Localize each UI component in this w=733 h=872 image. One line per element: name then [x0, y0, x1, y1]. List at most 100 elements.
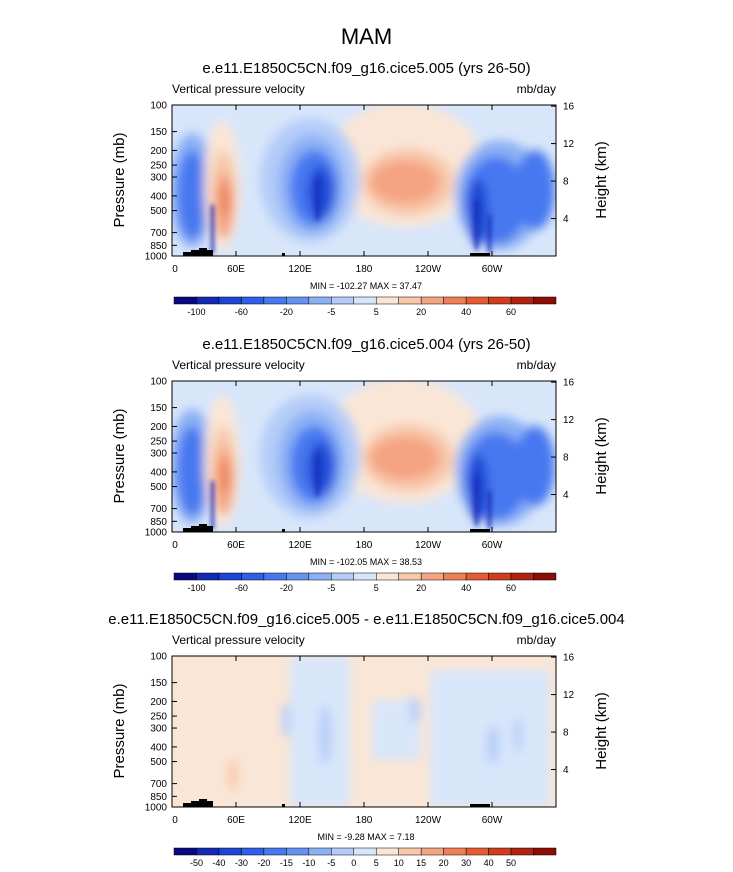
- colorbar-swatch: [443, 572, 467, 581]
- panel-1-field: [172, 105, 556, 256]
- colorbar-swatch: [510, 296, 534, 305]
- panel-1-stats: MIN = -102.27 MAX = 37.47: [310, 281, 422, 291]
- colorbar-swatch: [263, 572, 287, 581]
- colorbar-swatch: [465, 296, 489, 305]
- y-tick-label: 100: [150, 652, 167, 663]
- panel-1-colorbar: -100 -60 -20 -5 5 20 40 60: [173, 296, 557, 317]
- x-tick-label: 120E: [288, 815, 312, 826]
- y2-tick-label: 4: [563, 765, 569, 776]
- y-tick-label: 150: [150, 403, 167, 414]
- colorbar-swatch: [398, 572, 422, 581]
- colorbar-label: -30: [235, 858, 248, 868]
- colorbar-swatch: [196, 296, 220, 305]
- panel-1-units-label: mb/day: [517, 82, 556, 96]
- colorbar-swatch: [488, 296, 512, 305]
- colorbar-label: 20: [416, 307, 426, 317]
- panel-3-blue-patch: [282, 702, 290, 738]
- colorbar-label: -40: [212, 858, 225, 868]
- panel-2-colorbar: -100 -60 -20 -5 5 20 40 60: [173, 572, 557, 593]
- panel-2-units-label: mb/day: [517, 358, 556, 372]
- y2-tick-label: 8: [563, 177, 569, 188]
- panel-2-indian-dark-blue: [308, 442, 332, 494]
- colorbar-label: -5: [327, 307, 335, 317]
- panel-1-ylabel: Pressure (mb): [111, 132, 128, 227]
- colorbar-label: -20: [280, 583, 293, 593]
- colorbar-swatch: [218, 296, 242, 305]
- colorbar-label: 15: [416, 858, 426, 868]
- colorbar-swatch: [375, 847, 399, 856]
- panel-1-streak: [211, 205, 214, 253]
- panel-1-bottom-axis: 0 60E 120E 180 120W 60W: [171, 105, 503, 275]
- x-tick-label: 180: [356, 264, 373, 275]
- colorbar-label: 60: [506, 583, 516, 593]
- panel-2-variable-label: Vertical pressure velocity: [172, 358, 305, 372]
- colorbar-label: -5: [327, 858, 335, 868]
- colorbar-swatch: [173, 572, 197, 581]
- y-tick-label: 1000: [145, 252, 168, 263]
- y2-tick-label: 4: [563, 490, 569, 501]
- panel-3-stats: MIN = -9.28 MAX = 7.18: [317, 832, 414, 842]
- colorbar-swatch: [286, 296, 310, 305]
- panel-2-streak: [316, 454, 319, 496]
- colorbar-swatch: [331, 572, 355, 581]
- colorbar-swatch: [488, 847, 512, 856]
- colorbar-swatch: [218, 847, 242, 856]
- x-tick-label: 60W: [482, 264, 503, 275]
- panel-2-west-blue: [177, 426, 207, 516]
- colorbar-swatch: [465, 847, 489, 856]
- panel-1-pacific-orange: [370, 160, 440, 204]
- colorbar-label: 5: [374, 307, 379, 317]
- panel-3-field: [172, 656, 556, 807]
- y2-tick-label: 8: [563, 453, 569, 464]
- panel-3-blue-patch: [319, 705, 331, 765]
- colorbar-swatch: [331, 296, 355, 305]
- x-tick-label: 120E: [288, 264, 312, 275]
- panel-1-streak: [316, 178, 319, 220]
- x-tick-label: 120W: [415, 264, 442, 275]
- y-tick-label: 300: [150, 724, 167, 735]
- panel-3-blue-patch: [514, 717, 522, 753]
- colorbar-label: 5: [374, 583, 379, 593]
- colorbar-label: 40: [461, 583, 471, 593]
- colorbar-label: -100: [187, 583, 205, 593]
- y-tick-label: 500: [150, 757, 167, 768]
- colorbar-label: 50: [506, 858, 516, 868]
- y-tick-label: 400: [150, 467, 167, 478]
- colorbar-label: -100: [187, 307, 205, 317]
- y-tick-label: 200: [150, 422, 167, 433]
- x-tick-label: 0: [172, 815, 178, 826]
- panel-2-streak: [488, 491, 491, 529]
- colorbar-swatch: [533, 296, 557, 305]
- panel-2: e.e11.E1850C5CN.f09_g16.cice5.004 (yrs 2…: [111, 336, 610, 593]
- colorbar-swatch: [533, 572, 557, 581]
- colorbar-swatch: [196, 847, 220, 856]
- y-tick-label: 200: [150, 146, 167, 157]
- y-tick-label: 700: [150, 228, 167, 239]
- panel-2-streak: [211, 481, 214, 529]
- y-tick-label: 400: [150, 191, 167, 202]
- colorbar-swatch: [420, 572, 444, 581]
- panel-2-y2label: Height (km): [593, 417, 610, 495]
- colorbar-label: 5: [374, 858, 379, 868]
- colorbar-label: -60: [235, 583, 248, 593]
- y2-tick-label: 16: [563, 653, 575, 664]
- panel-1-variable-label: Vertical pressure velocity: [172, 82, 305, 96]
- colorbar-swatch: [488, 572, 512, 581]
- colorbar-swatch: [443, 296, 467, 305]
- y-tick-label: 700: [150, 779, 167, 790]
- colorbar-swatch: [196, 572, 220, 581]
- panel-2-ylabel: Pressure (mb): [111, 408, 128, 503]
- colorbar-swatch: [353, 296, 377, 305]
- y2-tick-label: 8: [563, 728, 569, 739]
- panel-3-right-axis: 16 12 8 4: [551, 653, 575, 776]
- y-tick-label: 250: [150, 161, 167, 172]
- colorbar-label: 30: [461, 858, 471, 868]
- panel-3-units-label: mb/day: [517, 633, 556, 647]
- colorbar-label: -20: [257, 858, 270, 868]
- y-tick-label: 500: [150, 482, 167, 493]
- x-tick-label: 60E: [227, 540, 245, 551]
- colorbar-swatch: [510, 572, 534, 581]
- panel-3-variable-label: Vertical pressure velocity: [172, 633, 305, 647]
- x-tick-label: 120W: [415, 540, 442, 551]
- colorbar-label: 10: [394, 858, 404, 868]
